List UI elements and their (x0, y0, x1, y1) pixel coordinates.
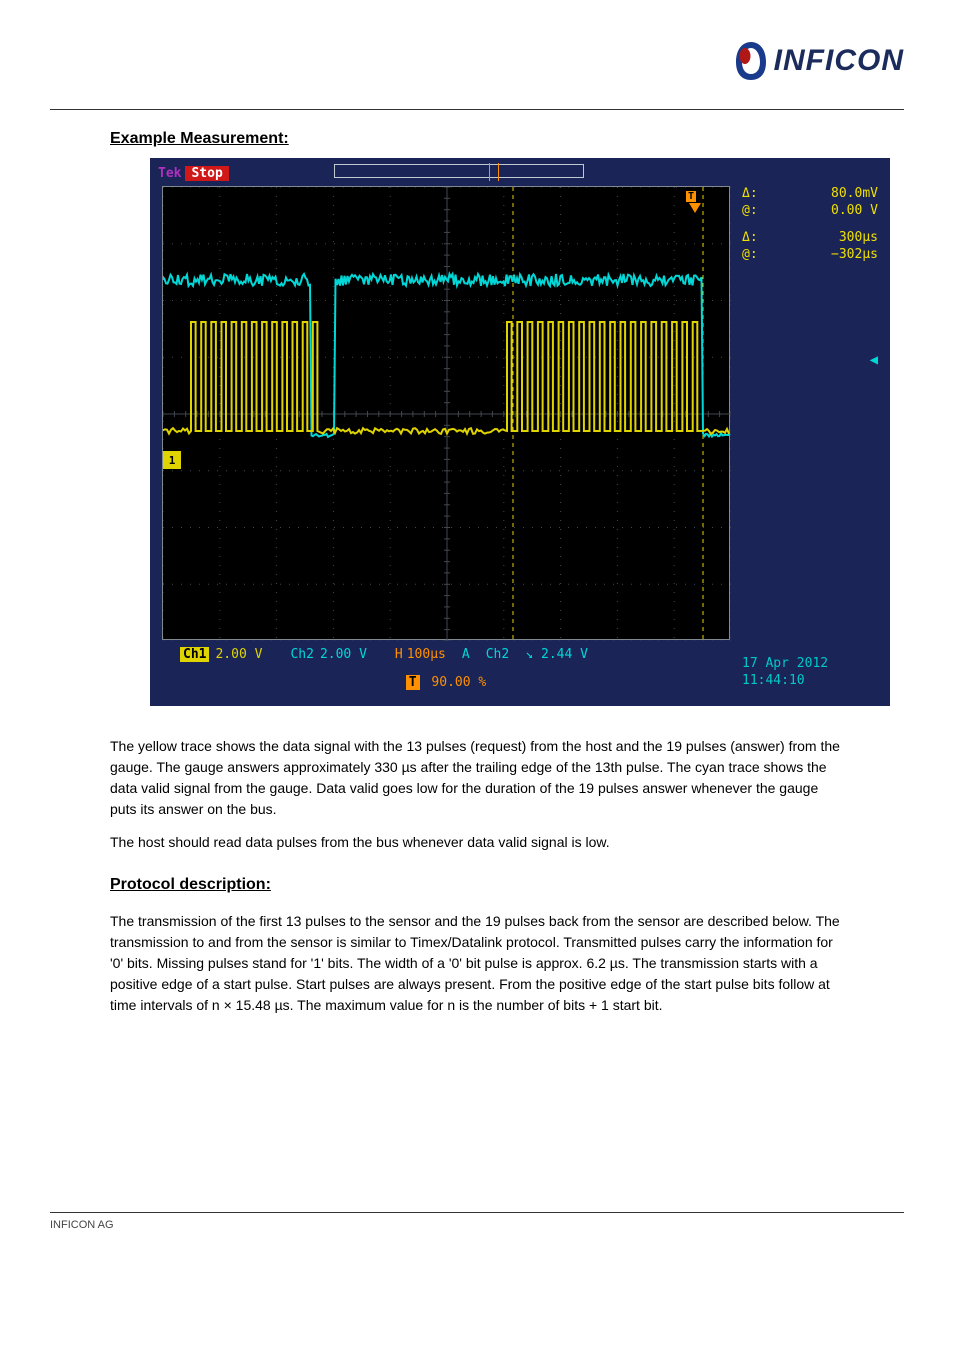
ch2-scale: 2.00 V (320, 647, 367, 662)
scope-topbar: Tek Stop (154, 162, 886, 184)
paragraph-2: The host should read data pulses from th… (110, 832, 844, 853)
ch2-label: Ch2 (290, 647, 313, 662)
section2-title: Protocol description: (110, 873, 844, 897)
ch1-scale: 2.00 V (215, 647, 262, 662)
company-logo: INFICON (734, 40, 904, 82)
footer-left: INFICON AG (50, 1219, 114, 1231)
page-footer: INFICON AG (50, 1212, 904, 1231)
paragraph-1: The yellow trace shows the data signal w… (110, 736, 844, 820)
trigger-position-row: T 90.00 % (162, 675, 730, 690)
at-t-value: −302µs (831, 247, 878, 264)
delta-v-value: 80.0mV (831, 186, 878, 203)
page-header: INFICON (50, 40, 904, 110)
body-text-block: The yellow trace shows the data signal w… (110, 736, 844, 1016)
delta-t-value: 300µs (839, 230, 878, 247)
delta-v-label: Δ: (742, 186, 758, 203)
ch1-ground-indicator: 1 (163, 451, 181, 469)
trig-a: A (462, 647, 470, 662)
at-v-label: @: (742, 203, 758, 220)
paragraph-3: The transmission of the first 13 pulses … (110, 911, 844, 1016)
scope-time: 11:44:10 (742, 673, 828, 690)
trigger-level-arrow-icon: ◀ (870, 352, 878, 368)
acquisition-bracket-icon (489, 163, 499, 181)
scope-timestamp: 17 Apr 2012 11:44:10 (742, 656, 828, 690)
tek-label: Tek (158, 166, 181, 181)
logo-text: INFICON (774, 44, 904, 78)
ch1-label: Ch1 (180, 647, 209, 662)
trigger-position-value: 90.00 % (431, 675, 486, 690)
trig-source: Ch2 (486, 647, 509, 662)
acquisition-status: Stop (185, 166, 228, 181)
trigger-position-label: T (406, 675, 420, 690)
scope-plot-area: 1 T (162, 186, 730, 640)
logo-mark-icon (734, 40, 768, 82)
at-v-value: 0.00 V (831, 203, 878, 220)
section1-title: Example Measurement: (110, 130, 904, 148)
acquisition-bar (334, 164, 584, 178)
oscilloscope-screenshot: Tek Stop 1 T Δ: 80.0mV @: 0.00 V Δ: 300µs @… (150, 158, 890, 706)
delta-t-label: Δ: (742, 230, 758, 247)
scope-date: 17 Apr 2012 (742, 656, 828, 673)
scope-side-readout: Δ:80.0mV @:0.00 V Δ:300µs @:−302µs ◀ (740, 186, 880, 264)
scope-waveform-svg (163, 187, 731, 641)
trig-level: 2.44 V (541, 647, 588, 662)
timebase-value: 100µs (407, 647, 446, 662)
trig-slope-icon: ↘ (525, 647, 533, 662)
trigger-marker-icon (689, 203, 701, 213)
timebase-label: H (395, 647, 403, 662)
trigger-position-marker: T (686, 191, 696, 202)
scope-bottom-readout: Ch1 2.00 V Ch2 2.00 V H 100µs A Ch2 ↘ 2.… (162, 644, 730, 664)
at-t-label: @: (742, 247, 758, 264)
